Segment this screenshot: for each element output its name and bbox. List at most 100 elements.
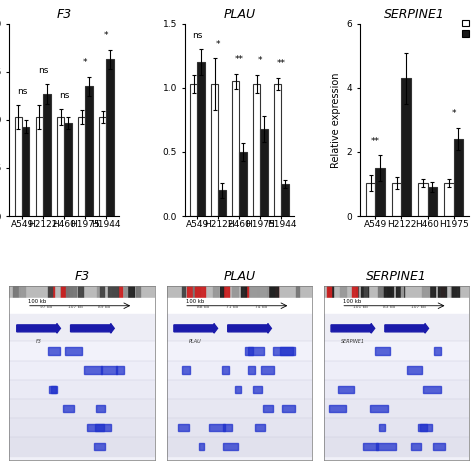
Title: F3: F3 [56,8,72,21]
Bar [269,286,278,298]
Bar [193,286,200,298]
Text: 101 kb: 101 kb [353,305,367,310]
Text: 71 kb: 71 kb [226,305,238,310]
Bar [49,286,52,298]
Text: *: * [258,56,263,65]
Bar [392,183,401,216]
Bar [83,366,102,374]
Bar [78,286,83,298]
Bar [15,117,22,216]
Bar [324,298,469,314]
Bar [108,286,118,298]
Title: SERPINE1: SERPINE1 [384,8,445,21]
Bar [328,286,333,298]
Bar [222,366,229,374]
Bar [9,437,155,456]
Bar [327,286,331,298]
Bar [112,286,117,298]
Bar [422,286,428,298]
Bar [100,286,104,298]
Title: SERPINE1: SERPINE1 [366,270,427,283]
Bar [167,380,312,399]
Bar [338,386,354,393]
FancyArrow shape [228,324,272,333]
Bar [274,84,282,216]
Bar [19,286,25,298]
Bar [223,424,232,431]
Bar [428,187,437,216]
Bar [233,286,235,298]
Bar [57,117,64,216]
Bar [98,286,102,298]
Bar [324,437,469,456]
Text: **: ** [235,55,244,64]
Bar [48,347,61,355]
Bar [283,405,295,412]
Title: PLAU: PLAU [223,270,255,283]
Bar [22,127,29,216]
Bar [281,347,295,355]
Bar [378,286,386,298]
Legend: , : , [461,18,471,39]
Bar [209,424,226,431]
Bar [273,347,292,355]
Bar [9,361,155,380]
Bar [258,286,268,298]
Bar [9,341,155,361]
Bar [167,286,312,298]
Bar [430,286,435,298]
Bar [223,443,238,450]
Bar [13,286,20,298]
Text: 107 kb: 107 kb [411,305,426,310]
Bar [324,286,469,298]
Bar [407,366,422,374]
Bar [324,418,469,437]
Bar [51,386,57,393]
Bar [195,286,205,298]
Text: SERPINE1: SERPINE1 [341,339,365,344]
Text: *: * [451,109,456,118]
Bar [224,286,229,298]
Bar [245,286,248,298]
Bar [9,380,155,399]
Text: 83 kb: 83 kb [383,305,395,310]
Text: 100 kb: 100 kb [185,299,204,304]
Bar [383,286,392,298]
Bar [253,386,262,393]
Bar [253,84,260,216]
Bar [9,314,155,341]
Bar [324,314,469,341]
Bar [324,380,469,399]
Bar [64,286,72,298]
Text: ns: ns [38,66,48,75]
Text: 100 kb: 100 kb [28,299,46,304]
Bar [235,386,241,393]
Bar [167,298,312,314]
Title: F3: F3 [74,270,90,283]
Bar [438,286,447,298]
Bar [445,183,454,216]
Bar [9,399,155,418]
Bar [375,347,390,355]
Bar [361,286,368,298]
Bar [9,418,155,437]
Bar [249,286,258,298]
Bar [239,152,247,216]
Bar [282,184,289,216]
Bar [260,129,268,216]
Bar [197,62,205,216]
Y-axis label: Relative expression: Relative expression [331,72,341,168]
FancyArrow shape [331,324,374,333]
Bar [363,443,378,450]
Bar [419,424,427,431]
Bar [62,286,68,298]
Bar [248,366,255,374]
Bar [87,424,104,431]
Text: 88 kb: 88 kb [197,305,209,310]
Text: *: * [83,58,88,67]
Bar [167,437,312,456]
Bar [64,405,74,412]
Bar [418,424,432,431]
Bar [85,86,92,216]
FancyArrow shape [385,324,428,333]
